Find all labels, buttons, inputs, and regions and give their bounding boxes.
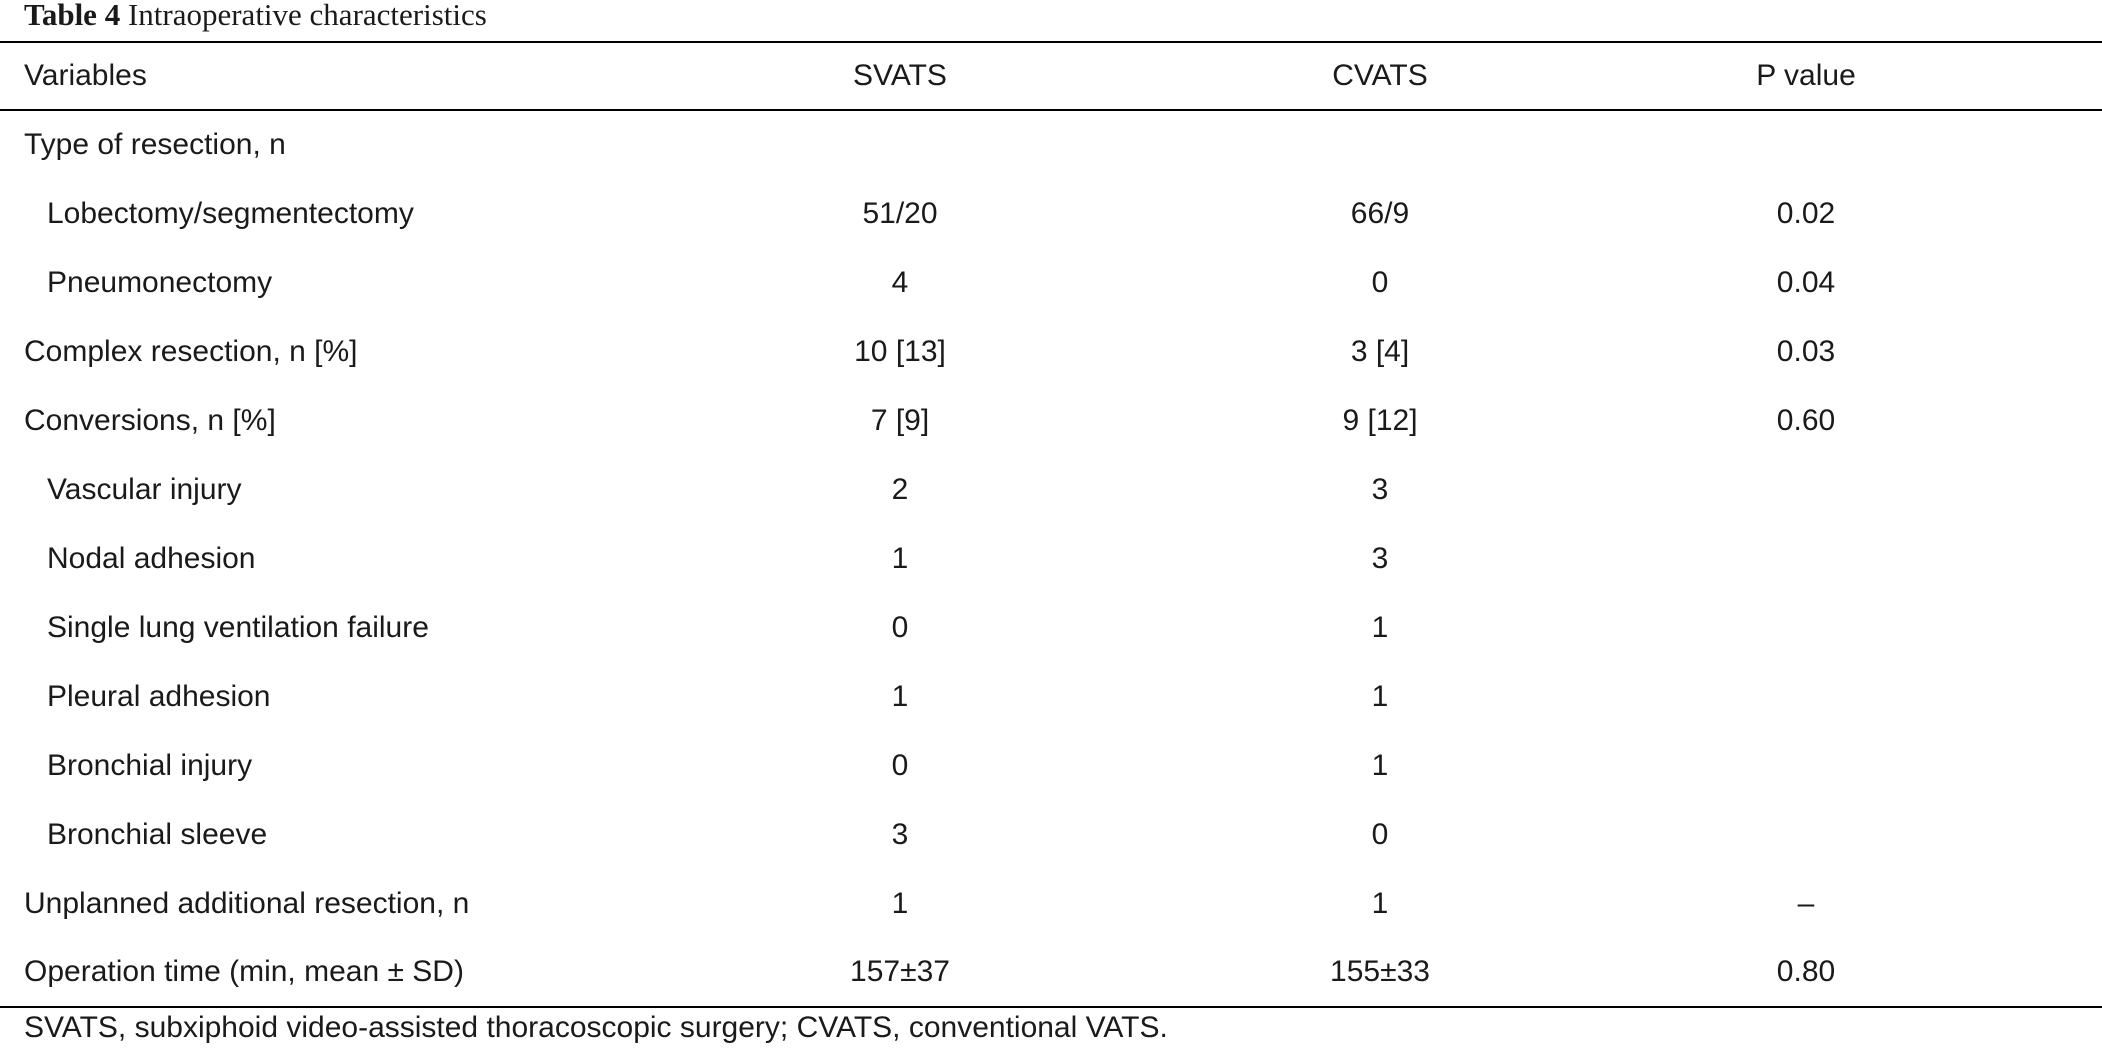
table-row: Lobectomy/segmentectomy 51/20 66/9 0.02 [0,179,2102,248]
cell-p-value [1590,800,2102,869]
cell-svats: 0 [891,748,909,782]
cell-p-value: – [1797,886,1815,920]
cell-cvats: 66/9 [1350,196,1410,230]
row-label: Pleural adhesion [47,679,271,713]
intraoperative-table: Variables SVATS CVATS P value Type of re… [0,41,2102,1008]
cell-svats: 157±37 [850,955,950,988]
table-caption-label: Table 4 [24,0,121,32]
cell-p-value [1590,110,2102,179]
cell-cvats: 3 [1371,472,1389,506]
row-label: Complex resection, n [%] [24,334,358,368]
table-caption-title: Intraoperative characteristics [127,0,487,32]
header-p-value: P value [1756,59,1856,92]
cell-svats: 7 [9] [870,403,930,437]
cell-svats: 1 [891,679,909,713]
row-label: Type of resection, n [24,128,286,161]
table-body: Type of resection, n Lobectomy/segmentect… [0,110,2102,1007]
cell-svats: 4 [891,265,909,299]
row-label: Lobectomy/segmentectomy [47,196,414,230]
cell-svats: 10 [13] [854,334,946,368]
cell-p-value [1590,731,2102,800]
row-label: Nodal adhesion [47,541,256,575]
table-row: Bronchial sleeve 3 0 [0,800,2102,869]
cell-svats: 0 [891,610,909,644]
table-row: Pneumonectomy 4 0 0.04 [0,248,2102,317]
cell-p-value: 0.04 [1776,265,1836,299]
row-label: Vascular injury [47,472,242,506]
row-label: Operation time (min, mean ± SD) [24,955,464,988]
cell-cvats: 1 [1371,679,1389,713]
table-header: Variables SVATS CVATS P value [0,42,2102,110]
cell-svats: 1 [891,541,909,575]
row-label: Unplanned additional resection, n [24,886,470,920]
cell-p-value: 0.03 [1776,334,1836,368]
table-row: Vascular injury 2 3 [0,455,2102,524]
cell-svats: 1 [891,886,909,920]
cell-svats: 3 [891,817,909,851]
header-svats: SVATS [853,59,947,92]
row-label: Single lung ventilation failure [47,610,429,644]
table-row: Type of resection, n [0,110,2102,179]
table-row: Unplanned additional resection, n 1 1 – [0,869,2102,938]
cell-p-value: 0.60 [1776,403,1836,437]
table-caption: Table 4 Intraoperative characteristics [24,0,487,38]
table-container: Variables SVATS CVATS P value Type of re… [0,41,2102,1008]
cell-cvats: 155±33 [1330,955,1430,988]
cell-p-value: 0.02 [1776,196,1836,230]
cell-p-value [1590,455,2102,524]
table-row: Conversions, n [%] 7 [9] 9 [12] 0.60 [0,386,2102,455]
table-row: Single lung ventilation failure 0 1 [0,593,2102,662]
cell-cvats: 1 [1371,748,1389,782]
header-variables: Variables [24,59,147,92]
cell-cvats: 3 [1371,541,1389,575]
table-row: Bronchial injury 0 1 [0,731,2102,800]
table-row: Operation time (min, mean ± SD) 157±37 155… [0,938,2102,1007]
cell-p-value [1590,662,2102,731]
cell-cvats: 0 [1371,265,1389,299]
cell-svats [770,110,1130,179]
cell-cvats: 1 [1371,886,1389,920]
row-label: Bronchial sleeve [47,817,268,851]
cell-cvats: 3 [4] [1350,334,1410,368]
table-row: Pleural adhesion 1 1 [0,662,2102,731]
cell-p-value: 0.80 [1776,955,1836,988]
cell-p-value [1590,524,2102,593]
row-label: Conversions, n [%] [24,403,276,437]
row-label: Bronchial injury [47,748,253,782]
cell-cvats: 9 [12] [1342,403,1418,437]
row-label: Pneumonectomy [47,265,273,299]
cell-cvats [1130,110,1590,179]
table-row: Nodal adhesion 1 3 [0,524,2102,593]
cell-svats: 51/20 [862,196,938,230]
cell-cvats: 1 [1371,610,1389,644]
table-footnote: SVATS, subxiphoid video-assisted thoraco… [24,1011,1168,1044]
table-row: Complex resection, n [%] 10 [13] 3 [4] 0.03 [0,317,2102,386]
cell-cvats: 0 [1371,817,1389,851]
header-row: Variables SVATS CVATS P value [0,42,2102,110]
cell-p-value [1590,593,2102,662]
header-cvats: CVATS [1332,59,1428,92]
cell-svats: 2 [891,472,909,506]
